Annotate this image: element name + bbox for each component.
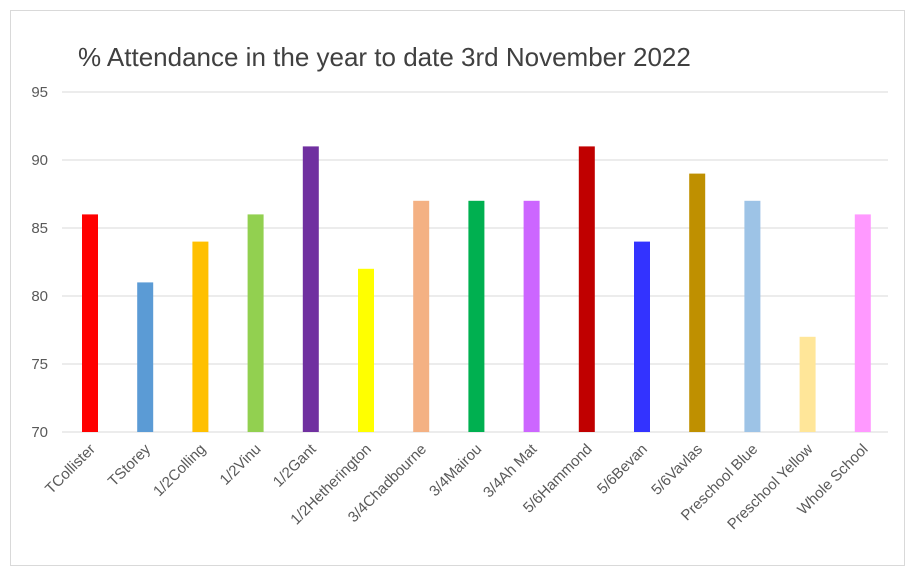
y-tick-label: 85: [31, 220, 48, 237]
y-tick-label: 70: [31, 424, 48, 441]
y-axis-ticks: 70 75 80 85 90 95: [31, 84, 48, 441]
bar-1: [137, 282, 154, 432]
bar-14: [854, 214, 871, 432]
bar-3: [247, 214, 264, 432]
x-category-label: 5/6Vavlas: [648, 441, 706, 499]
bar-2: [192, 241, 209, 432]
x-category-label: 1/2Gant: [270, 440, 320, 490]
y-tick-label: 95: [31, 84, 48, 101]
x-category-label: 3/4Mairou: [426, 441, 485, 500]
bar-0: [82, 214, 98, 432]
x-category-label: 5/6Bevan: [594, 441, 651, 498]
y-tick-label: 75: [31, 356, 48, 373]
bar-7: [468, 200, 485, 432]
bar-6: [413, 200, 430, 432]
bar-4: [302, 146, 319, 432]
x-category-label: 1/2Colling: [150, 441, 209, 500]
x-category-label: 1/2Vinu: [217, 441, 265, 489]
bar-8: [523, 200, 540, 432]
x-category-label: TStorey: [105, 440, 155, 490]
bar-9: [578, 146, 595, 432]
bar-5: [358, 268, 374, 432]
bar-10: [634, 241, 650, 432]
bar-12: [744, 200, 761, 432]
y-tick-label: 90: [31, 152, 48, 169]
y-tick-label: 80: [31, 288, 48, 305]
chart-title: % Attendance in the year to date 3rd Nov…: [78, 42, 691, 72]
bar-11: [689, 173, 706, 432]
bar-13: [799, 336, 816, 432]
bars: [82, 146, 871, 432]
x-category-label: TCollister: [42, 441, 99, 498]
